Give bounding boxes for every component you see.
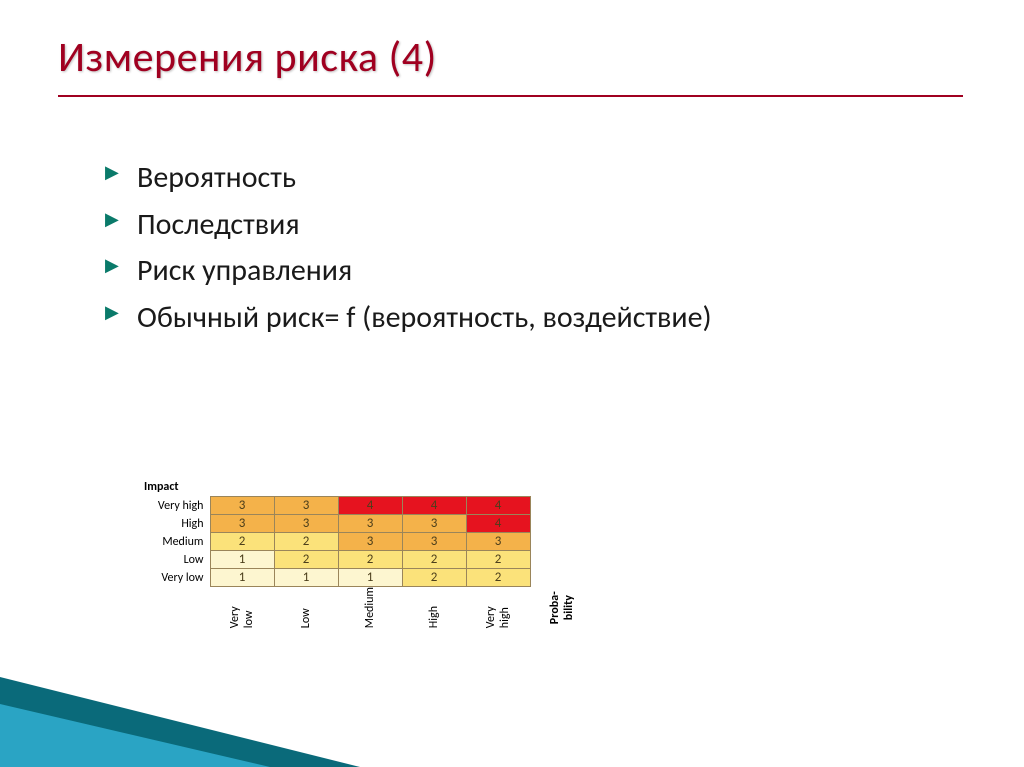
col-label: Medium: [338, 587, 402, 628]
title-underline: [58, 95, 963, 97]
row-label: Very low: [100, 569, 210, 587]
matrix-cell: 3: [210, 497, 274, 515]
col-label: Very high: [466, 587, 530, 628]
matrix-cell: 4: [402, 497, 466, 515]
matrix-cell: 3: [274, 497, 338, 515]
matrix-cell: 4: [466, 497, 530, 515]
list-item: ▶ Вероятность: [105, 155, 805, 202]
row-label: High: [100, 515, 210, 533]
matrix-cell: 4: [338, 497, 402, 515]
bullet-marker-icon: ▶: [105, 159, 119, 187]
list-item: ▶ Обычный риск= f (вероятность, воздейст…: [105, 295, 805, 342]
matrix-cell: 3: [338, 533, 402, 551]
row-label: Very high: [100, 497, 210, 515]
page-title: Измерения риска (4): [58, 32, 437, 83]
corner-decor: [0, 672, 360, 767]
bullet-marker-icon: ▶: [105, 299, 119, 327]
list-item-label: Риск управления: [137, 252, 352, 289]
slide: Измерения риска (4) ▶ Вероятность ▶ Посл…: [0, 0, 1024, 767]
matrix-cell: 2: [402, 569, 466, 587]
list-item: ▶ Последствия: [105, 202, 805, 249]
matrix-cell: 2: [338, 551, 402, 569]
col-label: High: [402, 587, 466, 628]
risk-matrix: Impact Very high33444High33334Medium2233…: [100, 480, 594, 628]
list-item-label: Последствия: [137, 206, 300, 243]
col-label: Very low: [210, 587, 274, 628]
list-item: ▶ Риск управления: [105, 248, 805, 295]
matrix-cell: 3: [338, 515, 402, 533]
matrix-cell: 3: [274, 515, 338, 533]
row-label: Low: [100, 551, 210, 569]
matrix-cell: 2: [466, 569, 530, 587]
matrix-cell: 3: [402, 515, 466, 533]
matrix-cell: 2: [274, 533, 338, 551]
y-axis-title: Impact: [144, 480, 594, 494]
matrix-cell: 3: [402, 533, 466, 551]
matrix-cell: 1: [210, 569, 274, 587]
matrix-cell: 2: [466, 551, 530, 569]
matrix-cell: 2: [274, 551, 338, 569]
col-label: Low: [274, 587, 338, 628]
x-axis-title: Proba- bility: [530, 587, 594, 628]
matrix-cell: 2: [210, 533, 274, 551]
risk-matrix-table: Very high33444High33334Medium22333Low122…: [100, 496, 531, 587]
matrix-cell: 4: [466, 515, 530, 533]
row-label: Medium: [100, 533, 210, 551]
matrix-cell: 2: [402, 551, 466, 569]
matrix-cell: 3: [466, 533, 530, 551]
list-item-label: Обычный риск= f (вероятность, воздействи…: [137, 299, 712, 336]
x-axis-labels: Very lowLowMediumHighVery highProba- bil…: [210, 587, 594, 628]
matrix-cell: 3: [210, 515, 274, 533]
list-item-label: Вероятность: [137, 159, 296, 196]
matrix-cell: 1: [338, 569, 402, 587]
bullet-list: ▶ Вероятность ▶ Последствия ▶ Риск управ…: [105, 155, 805, 341]
matrix-cell: 1: [210, 551, 274, 569]
bullet-marker-icon: ▶: [105, 206, 119, 234]
bullet-marker-icon: ▶: [105, 252, 119, 280]
matrix-cell: 1: [274, 569, 338, 587]
